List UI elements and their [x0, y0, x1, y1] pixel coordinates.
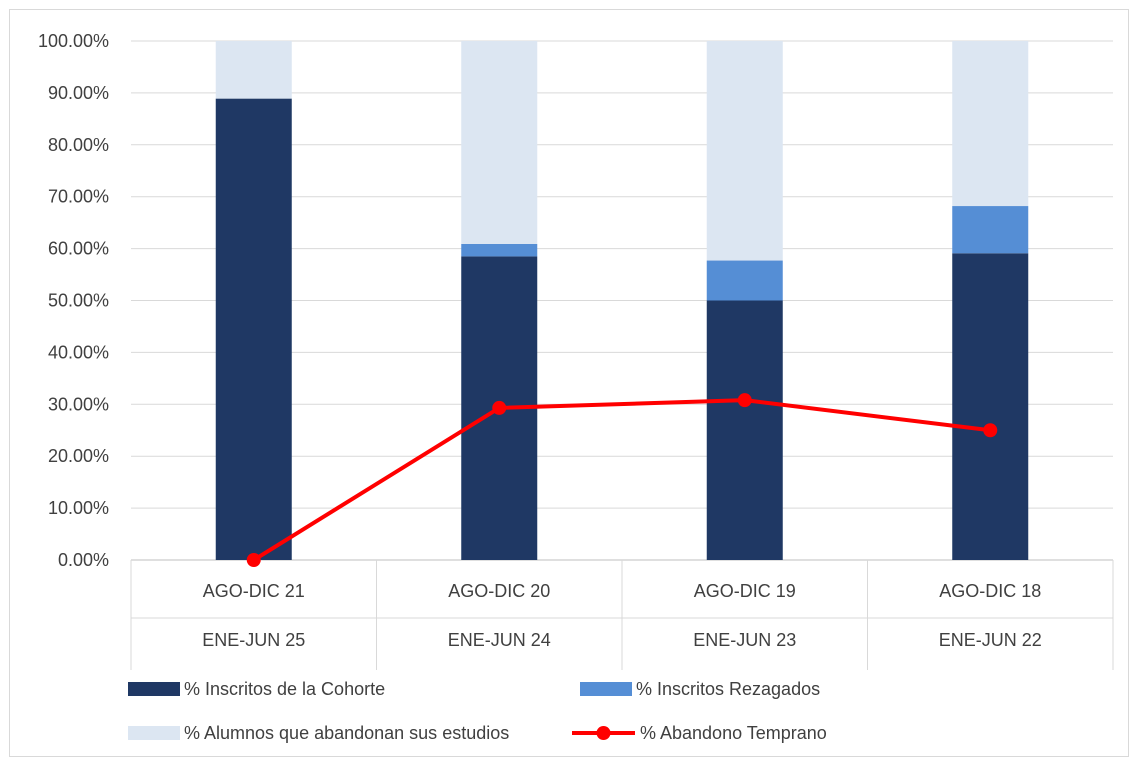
- bar-inscritos-de-la-cohorte: [952, 253, 1029, 560]
- y-tick-label: 90.00%: [48, 83, 109, 103]
- y-tick-label: 100.00%: [38, 31, 109, 51]
- y-tick-label: 20.00%: [48, 446, 109, 466]
- legend-label: % Inscritos de la Cohorte: [184, 679, 385, 699]
- y-tick-label: 50.00%: [48, 291, 109, 311]
- legend-label: % Inscritos Rezagados: [636, 679, 820, 699]
- x-category-label-bottom: ENE-JUN 24: [448, 630, 551, 650]
- bar-alumnos-que-abandonan-sus-estudios: [215, 41, 292, 99]
- y-tick-label: 10.00%: [48, 498, 109, 518]
- legend-label: % Alumnos que abandonan sus estudios: [184, 723, 509, 743]
- x-category-label-bottom: ENE-JUN 23: [693, 630, 796, 650]
- bar-inscritos-rezagados: [706, 260, 783, 301]
- bar-inscritos-de-la-cohorte: [706, 300, 783, 560]
- y-tick-label: 0.00%: [58, 550, 109, 570]
- y-tick-label: 70.00%: [48, 187, 109, 207]
- y-tick-label: 30.00%: [48, 394, 109, 414]
- y-tick-label: 40.00%: [48, 342, 109, 362]
- legend-label: % Abandono Temprano: [640, 723, 827, 743]
- bar-inscritos-rezagados: [461, 243, 538, 257]
- line-point: [983, 423, 998, 438]
- bar-alumnos-que-abandonan-sus-estudios: [461, 41, 538, 244]
- y-tick-label: 80.00%: [48, 135, 109, 155]
- x-category-label-bottom: ENE-JUN 25: [202, 630, 305, 650]
- chart-frame: [9, 9, 1129, 757]
- x-category-label-top: AGO-DIC 18: [939, 581, 1041, 601]
- legend-swatch: [128, 726, 180, 740]
- bar-inscritos-rezagados: [952, 206, 1029, 254]
- line-point: [737, 393, 752, 408]
- line-point: [246, 553, 261, 567]
- line-abandono-temprano: [252, 398, 991, 562]
- bar-inscritos-de-la-cohorte: [215, 98, 292, 560]
- legend-swatch: [580, 682, 632, 696]
- x-category-label-top: AGO-DIC 20: [448, 581, 550, 601]
- bar-alumnos-que-abandonan-sus-estudios: [952, 41, 1029, 207]
- x-category-label-top: AGO-DIC 21: [203, 581, 305, 601]
- legend-marker: [596, 726, 611, 740]
- line-point: [492, 400, 507, 415]
- legend-swatch: [128, 682, 180, 696]
- y-tick-label: 60.00%: [48, 239, 109, 259]
- x-category-label-bottom: ENE-JUN 22: [939, 630, 1042, 650]
- x-category-label-top: AGO-DIC 19: [694, 581, 796, 601]
- bar-alumnos-que-abandonan-sus-estudios: [706, 41, 783, 261]
